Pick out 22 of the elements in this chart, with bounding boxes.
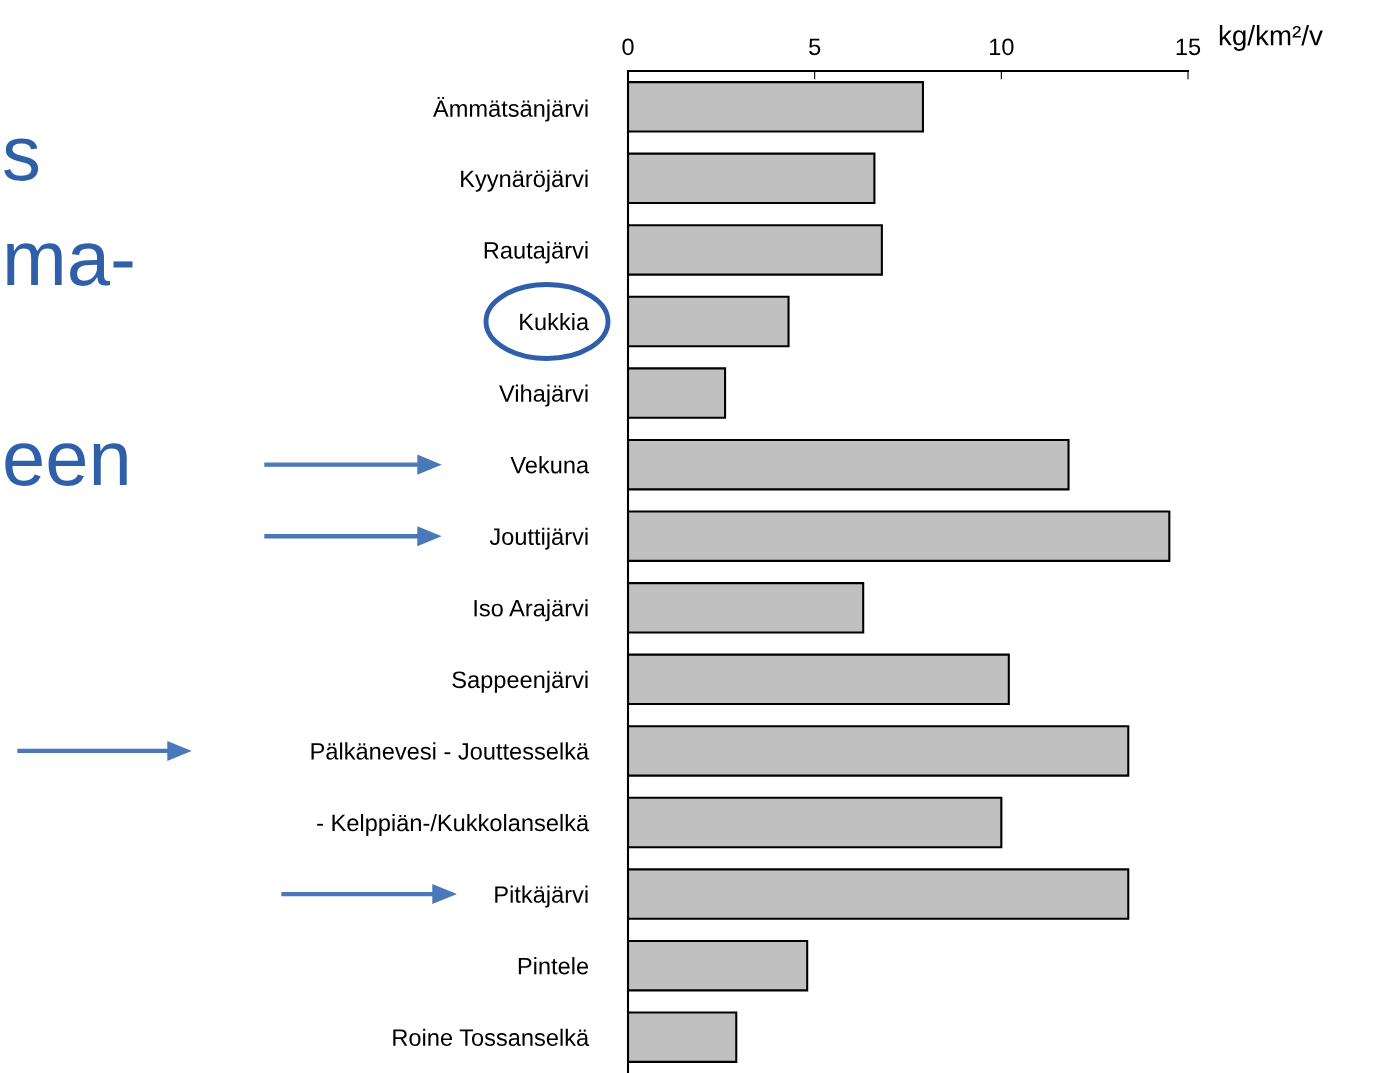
y-tick-label: Rautajärvi: [484, 241, 588, 264]
y-tick-label: Kukkia: [520, 312, 590, 331]
y-tick-label: Pälkänevesi - Jouttesselkä: [311, 742, 590, 760]
y-tick-label: Kyynäröjärvi: [461, 169, 588, 192]
y-tick-label: Jouttijärvi: [489, 527, 588, 550]
text: ma-: [7, 243, 133, 286]
x-tick-label: 10: [990, 38, 1014, 56]
y-tick-label: Vekuna: [510, 456, 590, 474]
y-tick-label: Sappeenjärvi: [452, 670, 588, 693]
x-axis-title: kg/km²/v: [1219, 25, 1323, 51]
x-tick-label: 0: [622, 38, 634, 56]
y-tick-label: Roine Tossanselkä: [393, 1028, 590, 1046]
y-tick-label: Pitkäjärvi: [495, 885, 588, 908]
x-tick-label: 5: [809, 38, 821, 56]
y-tick-label: Pintele: [518, 957, 589, 975]
y-tick-label: - Kelppiän-/Kukkolanselkä: [317, 813, 590, 836]
y-tick-label: Iso Arajärvi: [474, 599, 588, 622]
y-tick-label: Ämmätsänjärvi: [433, 96, 588, 122]
text: een: [5, 443, 127, 486]
x-tick-label: 15: [1176, 38, 1201, 56]
y-tick-label: Vihajärvi: [499, 384, 588, 407]
text: s: [4, 138, 39, 181]
